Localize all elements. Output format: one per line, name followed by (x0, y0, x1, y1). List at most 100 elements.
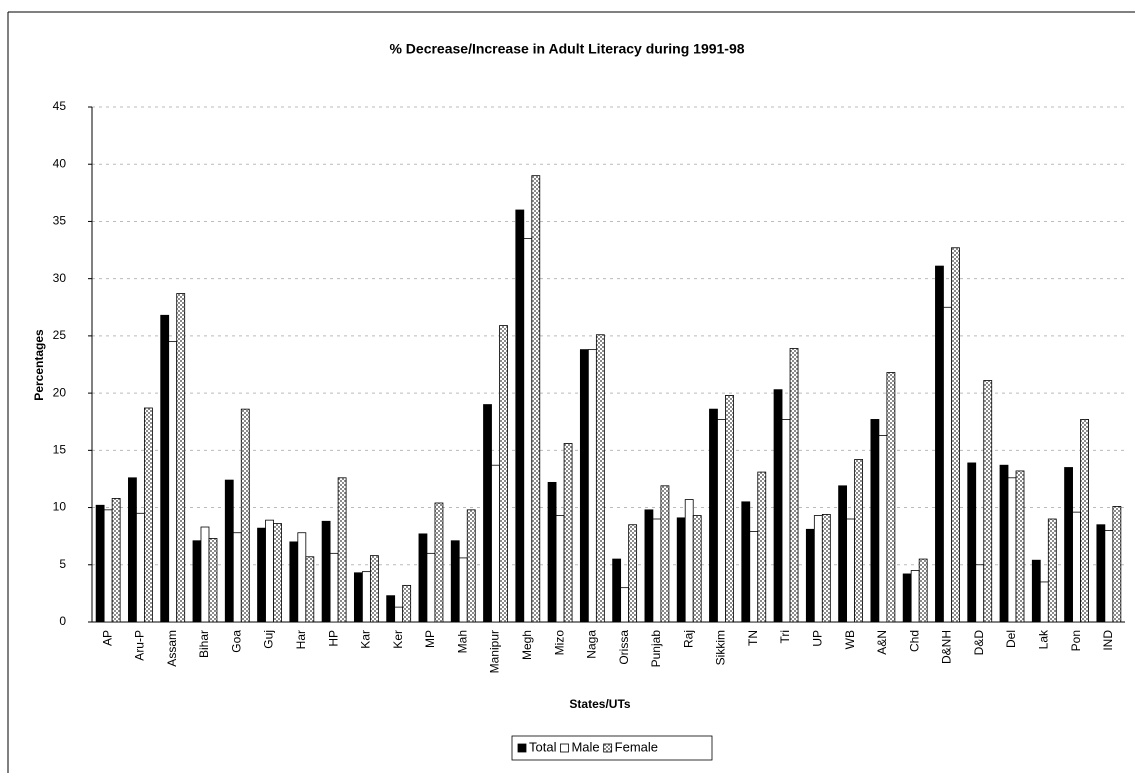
x-axis-label: States/UTs (569, 697, 630, 711)
bar (531, 175, 541, 623)
bar (579, 349, 589, 623)
bar (523, 238, 533, 623)
x-tick-label: Naga (585, 630, 599, 659)
bar (321, 520, 331, 623)
bar (684, 499, 694, 623)
bar (466, 509, 476, 623)
bar (692, 515, 702, 623)
bar (1047, 518, 1057, 623)
bar (999, 464, 1009, 623)
x-tick-label: WB (843, 630, 857, 649)
y-tick-label: 5 (59, 557, 66, 571)
bar (870, 419, 880, 623)
bar (111, 497, 121, 623)
bar (200, 526, 210, 623)
x-tick-label: UP (811, 630, 825, 647)
y-tick-label: 40 (53, 156, 67, 170)
x-tick-label: Guj (262, 630, 276, 649)
bar (240, 408, 250, 623)
x-tick-label: AP (100, 630, 114, 646)
x-tick-label: Del (1004, 630, 1018, 648)
x-tick-label: Ker (391, 630, 405, 649)
bar (612, 558, 622, 623)
bar (1031, 559, 1041, 623)
bar (305, 556, 315, 623)
bar (587, 349, 597, 623)
bar (1080, 419, 1089, 623)
bar (361, 571, 371, 623)
bar (515, 209, 525, 623)
bar (1112, 506, 1122, 623)
x-tick-label: Orissa (617, 630, 631, 665)
bar (1007, 477, 1017, 623)
bar (136, 512, 145, 623)
y-tick-label: 35 (53, 214, 67, 228)
bar (337, 477, 347, 623)
bar (265, 519, 274, 623)
bar (652, 518, 662, 623)
bar (749, 531, 759, 623)
bar (386, 595, 396, 623)
bar (676, 517, 686, 623)
bar (781, 419, 791, 623)
bar (483, 404, 492, 623)
y-tick-label: 20 (53, 385, 67, 399)
bar (418, 533, 428, 623)
bar (967, 462, 977, 623)
bar (257, 527, 266, 623)
bar (450, 540, 460, 623)
x-tick-label: D&NH (940, 630, 954, 664)
bar (1064, 467, 1073, 623)
bar (402, 584, 412, 623)
x-tick-label: Mizo (552, 630, 566, 656)
bar (741, 501, 751, 623)
legend-swatch (517, 743, 527, 753)
bar (103, 509, 113, 623)
x-tick-label: Manipur (488, 630, 502, 673)
bar (854, 459, 864, 623)
y-tick-label: 10 (53, 500, 67, 514)
bar (144, 407, 153, 623)
bar (491, 464, 500, 623)
x-tick-label: MP (423, 630, 437, 648)
x-tick-label: TN (746, 630, 760, 646)
bar (95, 504, 105, 623)
bar (297, 532, 307, 623)
x-tick-label: Sikkim (714, 630, 728, 665)
bar (273, 523, 282, 623)
y-tick-label: 30 (53, 271, 67, 285)
x-tick-label: Bihar (197, 630, 211, 658)
x-tick-label: Lak (1036, 629, 1050, 649)
bar (846, 518, 856, 623)
bar (289, 541, 299, 623)
bar (620, 587, 630, 623)
y-tick-label: 15 (53, 443, 67, 457)
x-tick-label: Megh (520, 630, 534, 660)
bar (838, 485, 848, 623)
x-tick-label: Raj (681, 630, 695, 648)
bar (353, 572, 363, 623)
bar (176, 293, 186, 623)
bar (434, 502, 444, 623)
bar (1015, 470, 1025, 623)
bar (660, 485, 670, 623)
x-tick-label: IND (1101, 630, 1115, 651)
bar (192, 540, 202, 623)
legend-swatch (560, 743, 569, 753)
legend-label: Female (615, 739, 658, 754)
bar (369, 555, 379, 623)
bar (878, 435, 888, 623)
x-tick-label: Assam (165, 630, 179, 667)
y-tick-label: 25 (53, 328, 67, 342)
bar (628, 524, 638, 623)
bar (168, 341, 178, 623)
x-tick-label: Kar (359, 630, 373, 649)
legend-label: Male (571, 739, 599, 754)
bar (128, 477, 137, 623)
bar (1039, 581, 1049, 623)
x-tick-label: Chd (907, 630, 921, 652)
bar (329, 552, 339, 623)
bar (902, 573, 912, 623)
bar (547, 481, 557, 623)
bar (805, 528, 815, 623)
